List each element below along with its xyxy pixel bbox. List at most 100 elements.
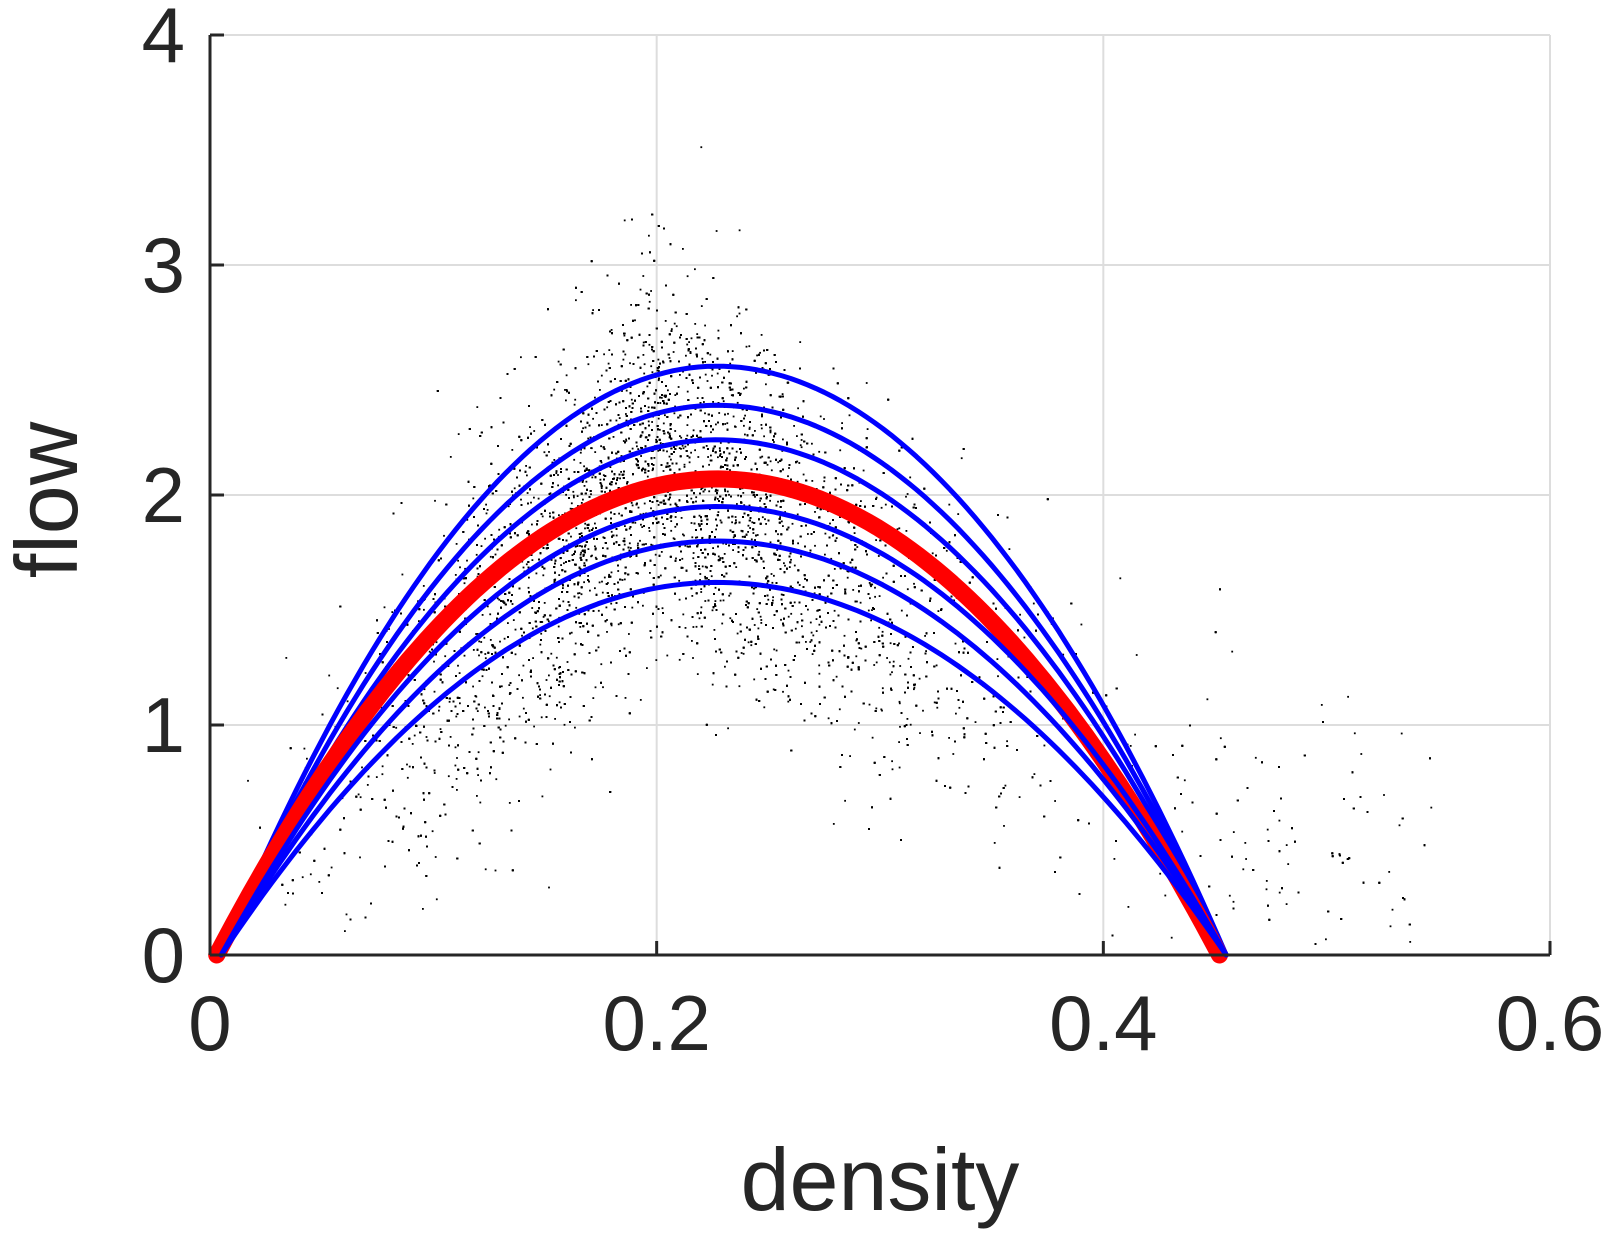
scatter-point: [848, 414, 851, 417]
scatter-point: [763, 706, 766, 709]
scatter-point: [787, 615, 790, 618]
scatter-point: [607, 582, 609, 584]
scatter-point: [565, 493, 567, 496]
scatter-point: [759, 351, 761, 354]
scatter-point: [960, 457, 963, 460]
scatter-point: [344, 930, 346, 932]
scatter-point: [906, 588, 909, 591]
scatter-point: [649, 572, 651, 574]
scatter-point: [575, 299, 577, 302]
scatter-point: [494, 869, 497, 872]
scatter-point: [857, 722, 860, 724]
scatter-point: [725, 543, 727, 545]
scatter-point: [541, 795, 544, 798]
scatter-point: [700, 146, 703, 149]
scatter-point: [706, 380, 709, 382]
scatter-point: [585, 480, 588, 483]
scatter-point: [1181, 830, 1184, 833]
scatter-point: [646, 667, 648, 669]
scatter-point: [974, 721, 977, 723]
scatter-point: [661, 607, 664, 610]
scatter-point: [716, 498, 719, 500]
scatter-point: [909, 723, 912, 726]
scatter-point: [642, 275, 645, 277]
scatter-point: [719, 599, 722, 602]
scatter-point: [700, 488, 703, 491]
scatter-point: [549, 492, 552, 495]
scatter-point: [594, 545, 596, 548]
scatter-point: [1026, 676, 1029, 678]
scatter-point: [504, 724, 507, 727]
scatter-point: [740, 529, 743, 532]
scatter-point: [570, 502, 573, 505]
scatter-point: [1219, 737, 1222, 740]
scatter-point: [722, 400, 725, 403]
scatter-point: [484, 868, 487, 871]
scatter-point: [619, 477, 621, 480]
scatter-point: [425, 736, 428, 738]
scatter-point: [480, 668, 483, 671]
scatter-point: [1320, 704, 1323, 706]
scatter-point: [805, 641, 807, 643]
scatter-point: [696, 333, 699, 335]
scatter-point: [829, 522, 831, 525]
scatter-point: [513, 487, 516, 490]
scatter-point: [1062, 653, 1065, 656]
scatter-point: [772, 688, 775, 691]
scatter-point: [643, 363, 646, 366]
scatter-point: [1127, 906, 1130, 908]
scatter-point: [800, 439, 803, 441]
scatter-point: [858, 585, 860, 587]
scatter-point: [525, 465, 527, 467]
scatter-point: [449, 456, 452, 458]
scatter-point: [776, 549, 779, 551]
scatter-point: [1232, 900, 1235, 903]
scatter-point: [1388, 871, 1391, 873]
scatter-point: [503, 637, 506, 640]
scatter-point: [1032, 602, 1035, 605]
scatter-point: [913, 582, 915, 585]
scatter-point: [569, 507, 572, 510]
scatter-point: [692, 552, 695, 554]
scatter-point: [674, 516, 677, 518]
scatter-point: [717, 555, 720, 558]
scatter-point: [958, 706, 961, 709]
scatter-point: [849, 755, 851, 757]
scatter-point: [715, 488, 717, 491]
scatter-point: [439, 728, 442, 730]
scatter-point: [603, 353, 605, 356]
scatter-point: [484, 657, 487, 660]
scatter-point: [760, 424, 763, 426]
scatter-point: [330, 866, 333, 869]
scatter-point: [431, 830, 434, 833]
scatter-point: [760, 619, 763, 621]
scatter-point: [708, 490, 711, 493]
scatter-point: [284, 903, 287, 906]
scatter-point: [769, 499, 771, 502]
scatter-point: [447, 775, 450, 778]
scatter-point: [694, 323, 697, 325]
scatter-point: [832, 823, 835, 825]
scatter-point: [996, 658, 999, 660]
scatter-point: [772, 596, 774, 599]
scatter-point: [584, 522, 587, 525]
scatter-point: [528, 576, 530, 579]
scatter-point: [824, 532, 827, 535]
scatter-point: [618, 593, 621, 595]
scatter-point: [811, 442, 813, 445]
scatter-point: [609, 466, 612, 468]
scatter-point: [526, 474, 528, 477]
scatter-point: [712, 401, 714, 403]
scatter-point: [664, 320, 667, 322]
scatter-point: [709, 508, 711, 511]
scatter-point: [1287, 863, 1290, 865]
scatter-point: [583, 562, 586, 564]
scatter-point: [531, 523, 533, 526]
scatter-point: [629, 555, 632, 558]
scatter-point: [622, 440, 625, 442]
scatter-point: [540, 716, 543, 719]
scatter-point: [606, 619, 608, 621]
scatter-point: [558, 514, 560, 517]
scatter-point: [514, 628, 517, 631]
